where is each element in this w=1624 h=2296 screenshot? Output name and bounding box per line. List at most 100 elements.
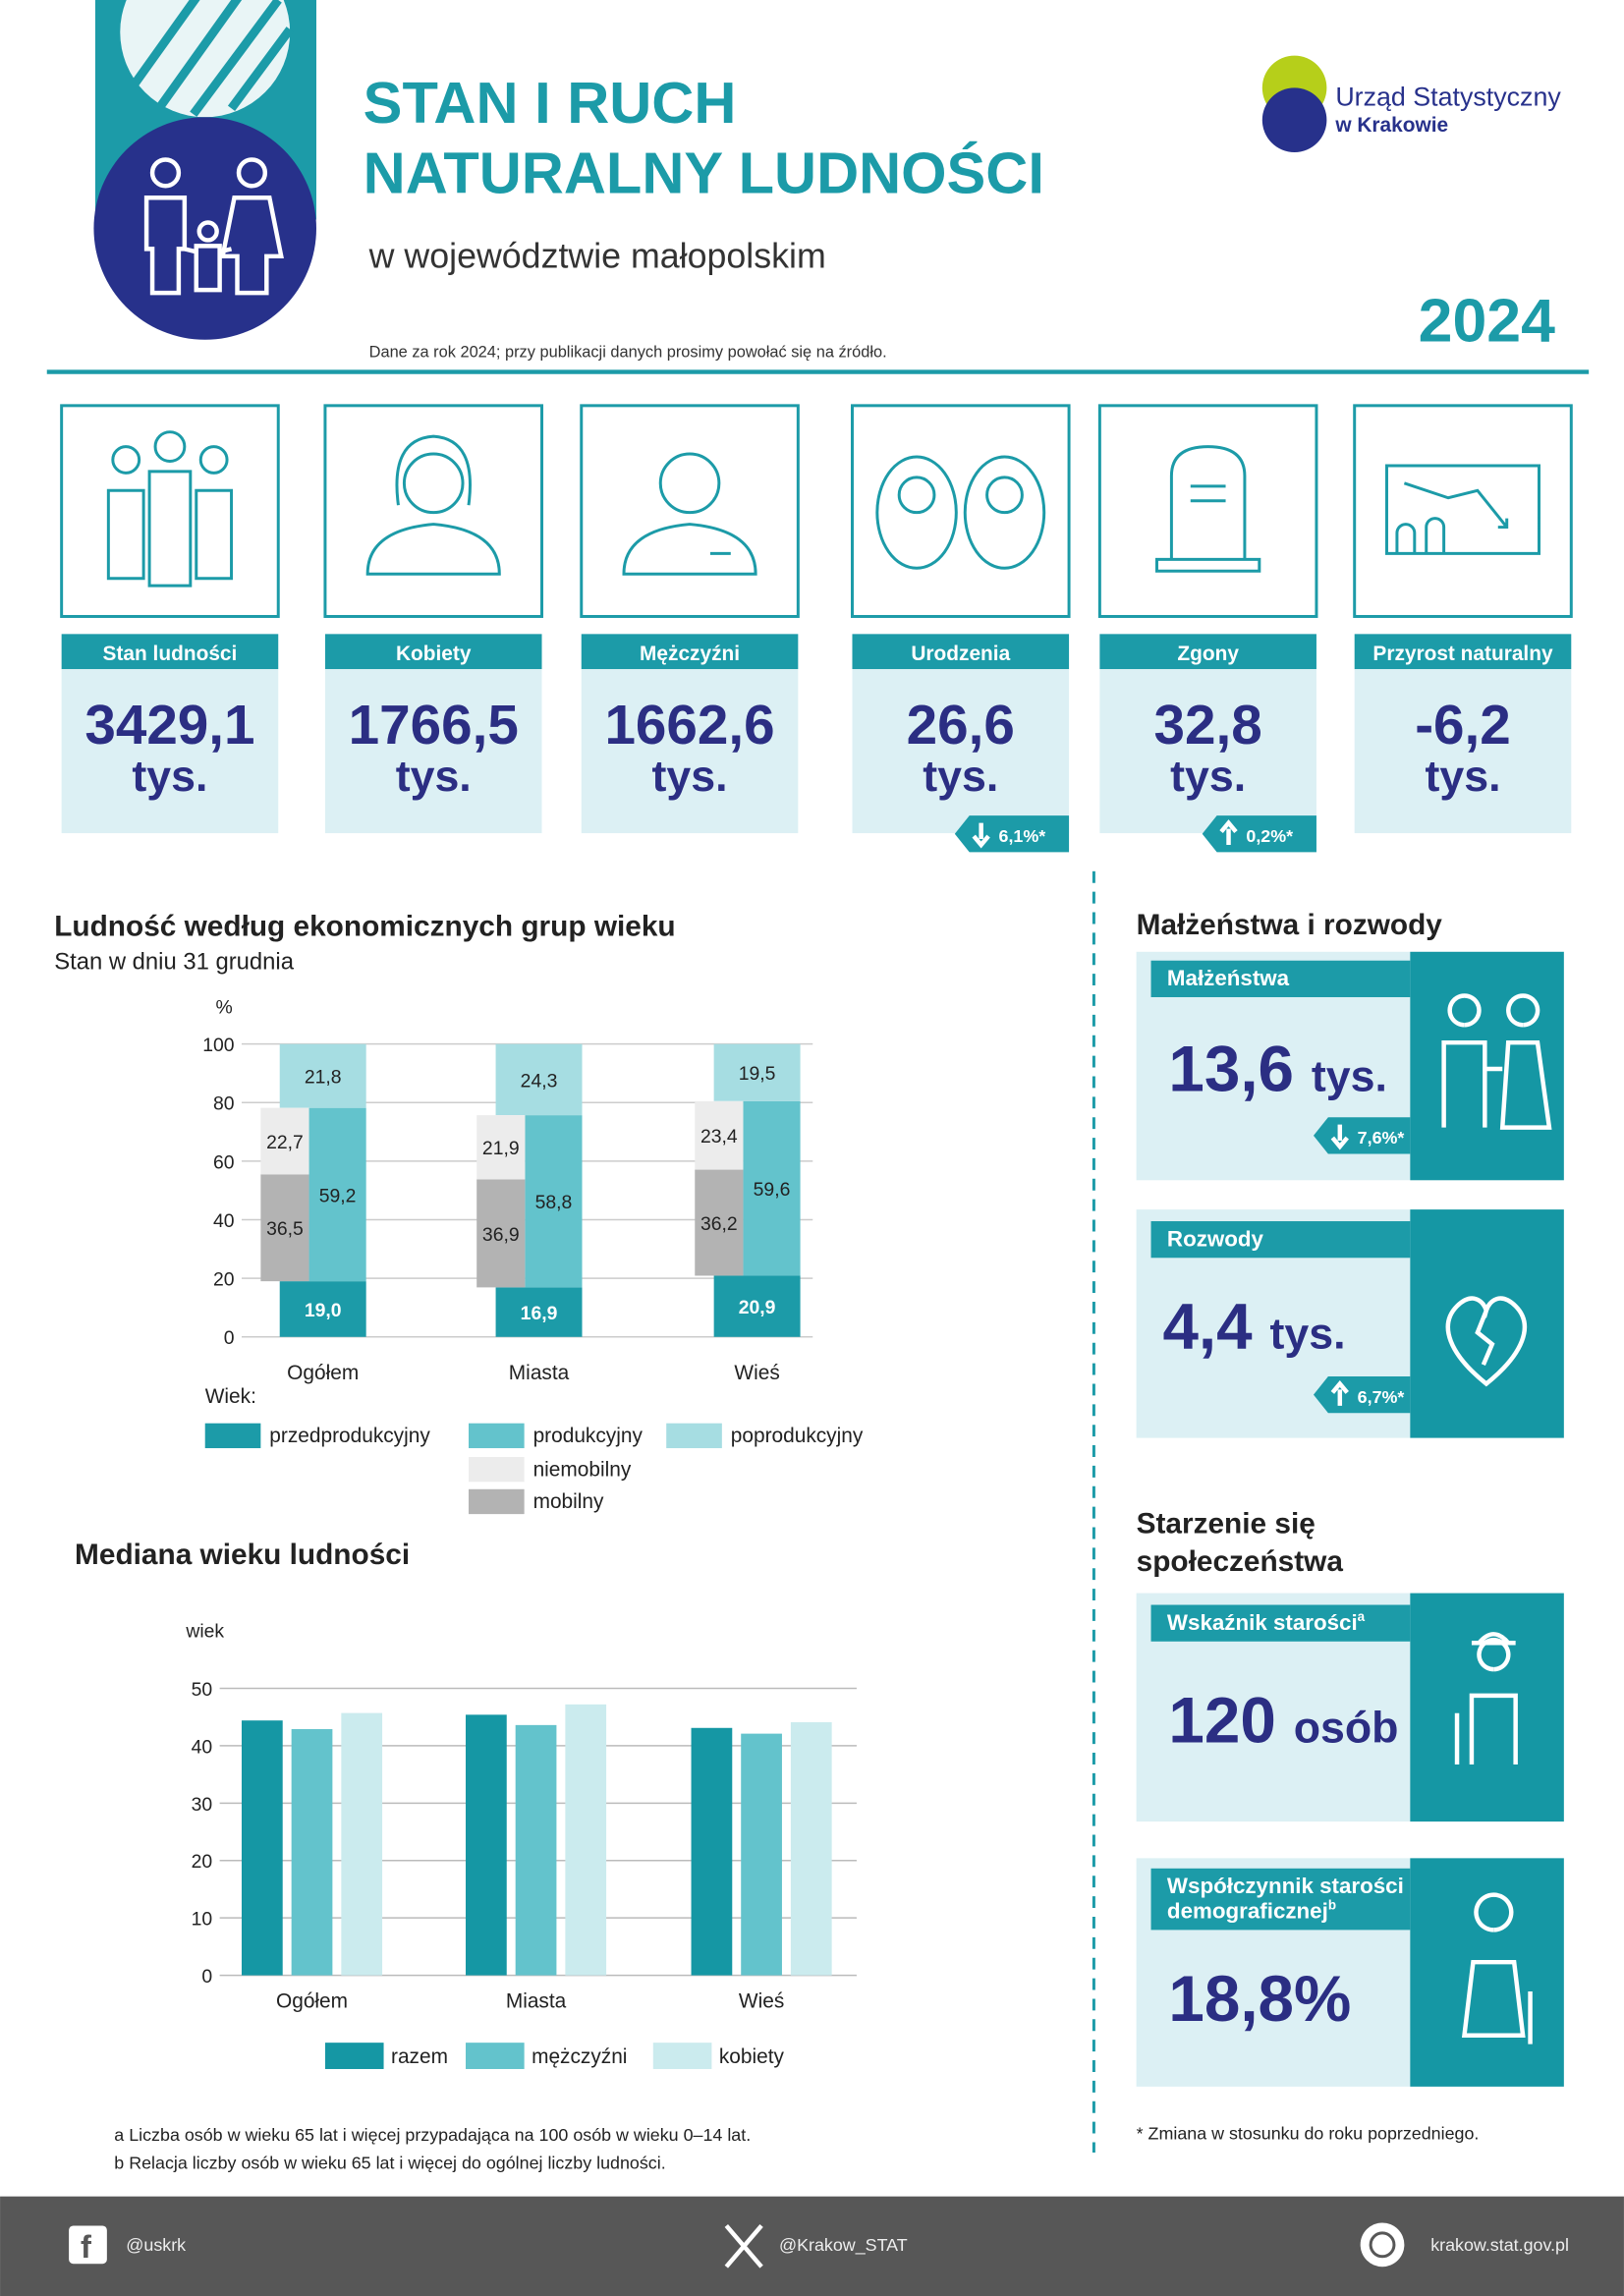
legend-label: poprodukcyjny (731, 1425, 864, 1447)
logo: Urząd Statystyczny w Krakowie (1261, 55, 1561, 153)
bar-segment (279, 1043, 366, 1108)
icon-part (658, 452, 721, 515)
value-label: 22,7 (266, 1132, 304, 1153)
icon-part (875, 455, 958, 570)
stripe (227, 27, 294, 111)
y-axis-label: wiek (185, 1620, 224, 1642)
panel-icon-area (1410, 1209, 1564, 1438)
panel-label: Rozwody (1167, 1226, 1264, 1251)
value-number: 4,4 (1162, 1291, 1253, 1363)
legend-label: niemobilny (533, 1458, 632, 1481)
label-band (1150, 1221, 1411, 1259)
stat-value: 1662,6 (604, 695, 774, 756)
icon-part (1441, 993, 1552, 1130)
panel-label: demograficznejb (1167, 1898, 1336, 1924)
panel-icon (1441, 993, 1552, 1130)
stripe (128, 0, 200, 91)
label-band (1150, 1868, 1411, 1931)
footer-link[interactable]: @uskrk (126, 2235, 186, 2255)
value-box (581, 669, 799, 834)
value-label: 36,2 (700, 1213, 738, 1235)
bar-segment (260, 1174, 309, 1282)
footer-link[interactable]: krakow.stat.gov.pl (1430, 2235, 1569, 2255)
value-number: 13,6 (1168, 1033, 1294, 1104)
value-number: 120 (1168, 1685, 1275, 1757)
value-label: 21,9 (482, 1138, 520, 1159)
stat-label: Urodzenia (911, 643, 1010, 665)
stat-label: Stan ludności (103, 643, 238, 665)
y-tick-label: 40 (213, 1210, 235, 1232)
x-tick-label: Miasta (506, 1989, 567, 2012)
label-text: Wskaźnik starości (1167, 1610, 1358, 1635)
y-tick-label: 0 (224, 1327, 235, 1349)
stat-value: 26,6 (907, 695, 1015, 756)
y-tick-label: 50 (192, 1679, 213, 1701)
value-label: 24,3 (521, 1070, 558, 1092)
footer-link[interactable]: @Krakow_STAT (779, 2235, 908, 2256)
value-label: 16,9 (521, 1303, 558, 1324)
value-label: 59,2 (319, 1185, 357, 1206)
value-label: 20,9 (739, 1297, 776, 1318)
stat-unit: tys. (923, 753, 998, 801)
icon-part (897, 476, 936, 515)
y-tick-label: 40 (192, 1736, 213, 1758)
bar-segment (260, 1107, 309, 1175)
footer-bar (0, 2196, 1624, 2296)
value-number: 18,8% (1168, 1963, 1351, 2035)
icon-part (106, 470, 234, 588)
y-tick-label: 10 (192, 1909, 213, 1931)
stat-value: 3429,1 (84, 695, 254, 756)
legend-label: mobilny (533, 1490, 604, 1513)
panel-label: Współczynnik starości (1167, 1874, 1404, 1898)
legend-swatch (652, 2043, 712, 2069)
legend-swatch (468, 1456, 525, 1483)
stat-icon (106, 430, 234, 588)
x-tick-label: Ogółem (287, 1362, 359, 1384)
stat-value: -6,2 (1415, 695, 1511, 756)
head (236, 157, 268, 189)
icon-part (985, 476, 1024, 515)
panel-label: Małżeństwa (1167, 966, 1290, 990)
bar-segment (495, 1043, 583, 1116)
bar (515, 1724, 557, 1976)
bar-segment (476, 1179, 526, 1288)
source-note: Dane za rok 2024; przy publikacji danych… (369, 344, 887, 362)
title-line: STAN I RUCH (364, 70, 737, 136)
legend-label: kobiety (719, 2045, 785, 2068)
x-tick-label: Wieś (734, 1362, 779, 1384)
chart-title: Ludność według ekonomicznych grup wieku (54, 910, 675, 942)
stat-unit: tys. (1170, 753, 1246, 801)
panel-value: 18,8% (1168, 1963, 1351, 2035)
stat-icon (622, 452, 757, 576)
y-tick-label: 0 (201, 1966, 212, 1988)
stripe (190, 0, 282, 117)
value-unit: osób (1294, 1705, 1399, 1753)
head (149, 157, 182, 189)
label-band (1354, 634, 1572, 670)
label-text: demograficznej (1167, 1898, 1328, 1923)
icon-part (622, 523, 757, 576)
panel-value: 13,6 tys. (1168, 1033, 1387, 1104)
value-box (1099, 669, 1316, 834)
x-tick-label: Ogółem (276, 1989, 348, 2012)
body (184, 244, 233, 293)
y-tick-label: 20 (213, 1269, 235, 1291)
emblem (93, 0, 316, 340)
icon-part (153, 430, 187, 463)
bar (291, 1728, 333, 1976)
icon-part (1454, 1632, 1518, 1764)
trend-arrow (972, 822, 990, 849)
value-label: 23,4 (700, 1126, 738, 1148)
legend-swatch (468, 1488, 525, 1515)
body (143, 195, 188, 296)
stat-value: 32,8 (1154, 695, 1262, 756)
value-unit: tys. (1312, 1052, 1387, 1100)
emblem-circle (93, 117, 316, 340)
value-box (61, 669, 279, 834)
legend-label: mężczyźni (532, 2045, 627, 2068)
web-icon (1360, 2222, 1405, 2268)
panel-icon (1461, 1892, 1533, 2044)
